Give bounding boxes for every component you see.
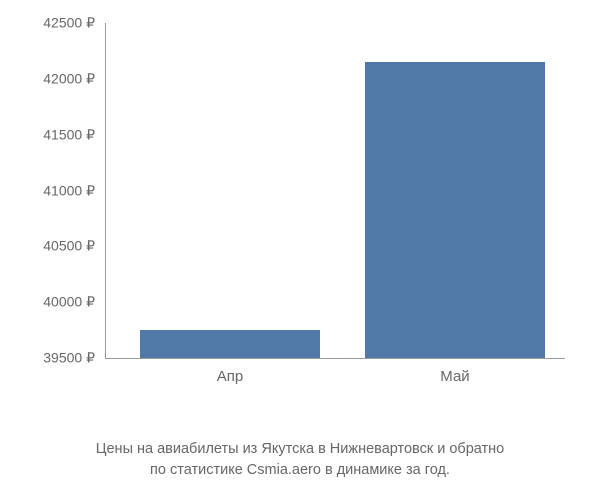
y-tick-label: 40500 ₽ xyxy=(43,238,95,255)
bar-Май xyxy=(365,62,545,358)
price-chart: 39500 ₽ 40000 ₽ 40500 ₽ 41000 ₽ 41500 ₽ 42000… xyxy=(20,20,580,420)
caption-line-1: Цены на авиабилеты из Якутска в Нижневар… xyxy=(0,439,600,459)
y-tick-label: 40000 ₽ xyxy=(43,294,95,311)
x-tick-label: Май xyxy=(440,368,469,385)
plot-area xyxy=(105,23,565,358)
bar-Апр xyxy=(140,330,320,358)
y-tick-label: 42500 ₽ xyxy=(43,15,95,32)
y-tick-label: 41000 ₽ xyxy=(43,182,95,199)
x-axis-line xyxy=(105,358,565,359)
x-tick-label: Апр xyxy=(217,368,243,385)
chart-caption: Цены на авиабилеты из Якутска в Нижневар… xyxy=(0,439,600,480)
y-tick-label: 39500 ₽ xyxy=(43,350,95,367)
y-axis-line xyxy=(105,23,106,358)
y-tick-label: 42000 ₽ xyxy=(43,70,95,87)
caption-line-2: по статистике Csmia.aero в динамике за г… xyxy=(0,460,600,480)
y-tick-label: 41500 ₽ xyxy=(43,126,95,143)
